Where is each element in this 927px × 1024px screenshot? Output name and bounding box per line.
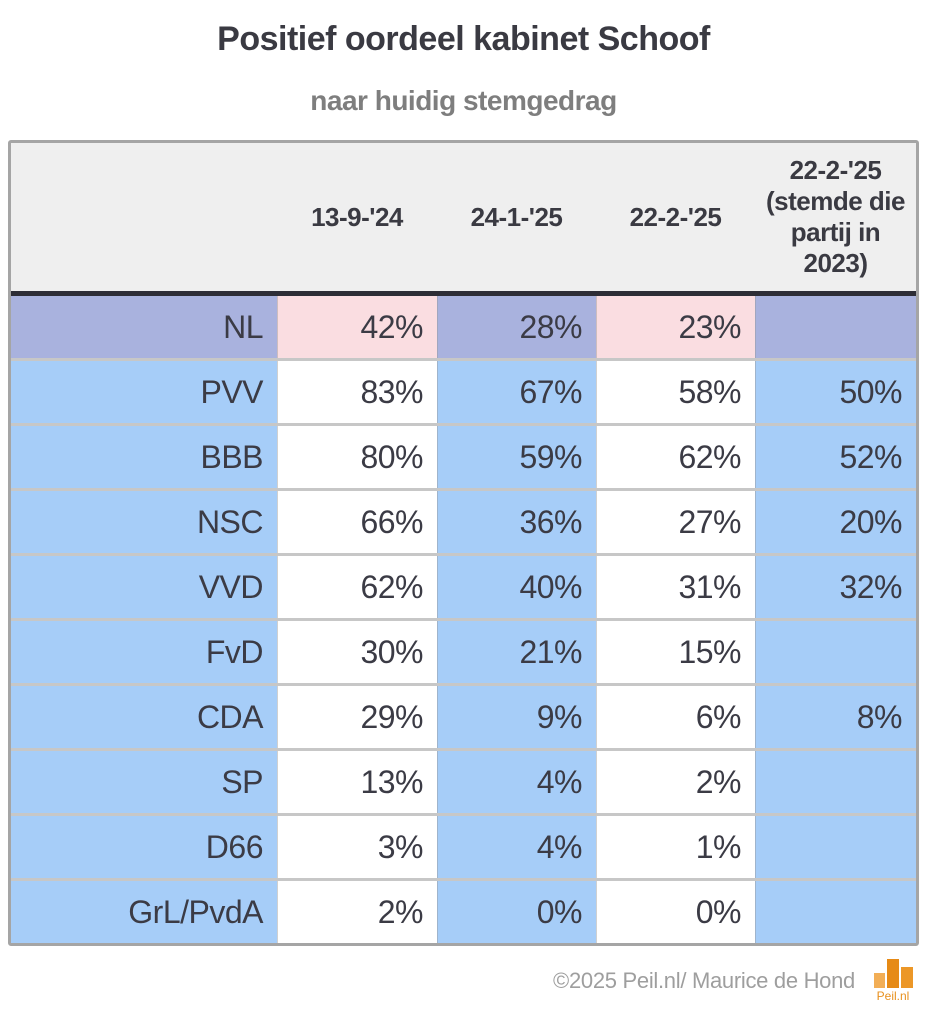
value-cell: 40% [437, 556, 596, 618]
value-cell: 1% [596, 816, 755, 878]
peil-nl-logo: Peil.nl [869, 958, 917, 1003]
footer: ©2025 Peil.nl/ Maurice de Hond Peil.nl [553, 958, 917, 1003]
poll-results-table: 13-9-'24 24-1-'25 22-2-'25 22-2-'25 (ste… [8, 140, 919, 946]
value-cell: 80% [277, 426, 437, 488]
value-cell: 2% [277, 881, 437, 943]
row-label: D66 [11, 816, 277, 878]
value-cell: 4% [437, 751, 596, 813]
value-cell: 30% [277, 621, 437, 683]
header-cell-date-1: 13-9-'24 [311, 201, 403, 232]
value-cell: 66% [277, 491, 437, 553]
row-label: NL [11, 296, 277, 358]
table-row-d66: D66 3% 4% 1% [11, 813, 916, 878]
copyright-text: ©2025 Peil.nl/ Maurice de Hond [553, 967, 855, 993]
table-row-vvd: VVD 62% 40% 31% 32% [11, 553, 916, 618]
table-header-row: 13-9-'24 24-1-'25 22-2-'25 22-2-'25 (ste… [11, 143, 916, 296]
value-cell: 52% [755, 426, 916, 488]
row-label: GrL/PvdA [11, 881, 277, 943]
page-subtitle: naar huidig stemgedrag [310, 85, 617, 116]
table-row-sp: SP 13% 4% 2% [11, 748, 916, 813]
row-label: NSC [11, 491, 277, 553]
row-label: SP [11, 751, 277, 813]
row-label: CDA [11, 686, 277, 748]
value-cell: 23% [596, 296, 755, 358]
value-cell: 2% [596, 751, 755, 813]
value-cell: 83% [277, 361, 437, 423]
value-cell: 6% [596, 686, 755, 748]
value-cell [755, 751, 916, 813]
row-label: PVV [11, 361, 277, 423]
value-cell: 21% [437, 621, 596, 683]
value-cell: 20% [755, 491, 916, 553]
header-cell-date-4: 22-2-'25 (stemde die partij in 2023) [766, 155, 906, 278]
value-cell [755, 881, 916, 943]
value-cell: 28% [437, 296, 596, 358]
header-cell-date-2: 24-1-'25 [470, 201, 563, 232]
value-cell [755, 816, 916, 878]
table-row-bbb: BBB 80% 59% 62% 52% [11, 423, 916, 488]
value-cell: 59% [437, 426, 596, 488]
table-row-cda: CDA 29% 9% 6% 8% [11, 683, 916, 748]
table-row-fvd: FvD 30% 21% 15% [11, 618, 916, 683]
value-cell: 8% [755, 686, 916, 748]
value-cell: 4% [437, 816, 596, 878]
header-cell-empty [11, 143, 277, 291]
value-cell: 0% [596, 881, 755, 943]
table-row-pvv: PVV 83% 67% 58% 50% [11, 358, 916, 423]
bar-chart-icon [873, 958, 913, 988]
value-cell: 58% [596, 361, 755, 423]
value-cell: 50% [755, 361, 916, 423]
header-cell-date-3: 22-2-'25 [629, 201, 722, 232]
row-label: VVD [11, 556, 277, 618]
value-cell: 36% [437, 491, 596, 553]
value-cell: 67% [437, 361, 596, 423]
value-cell: 15% [596, 621, 755, 683]
row-label: BBB [11, 426, 277, 488]
value-cell: 29% [277, 686, 437, 748]
value-cell: 31% [596, 556, 755, 618]
value-cell: 27% [596, 491, 755, 553]
value-cell: 13% [277, 751, 437, 813]
value-cell: 42% [277, 296, 437, 358]
table-row-grl-pvda: GrL/PvdA 2% 0% 0% [11, 878, 916, 943]
value-cell: 3% [277, 816, 437, 878]
value-cell: 0% [437, 881, 596, 943]
logo-text: Peil.nl [876, 989, 910, 1003]
value-cell: 9% [437, 686, 596, 748]
value-cell [755, 296, 916, 358]
value-cell: 62% [596, 426, 755, 488]
value-cell: 62% [277, 556, 437, 618]
page-title: Positief oordeel kabinet Schoof [217, 20, 710, 58]
table-row-nsc: NSC 66% 36% 27% 20% [11, 488, 916, 553]
row-label: FvD [11, 621, 277, 683]
value-cell: 32% [755, 556, 916, 618]
table-row-nl: NL 42% 28% 23% [11, 296, 916, 358]
value-cell [755, 621, 916, 683]
